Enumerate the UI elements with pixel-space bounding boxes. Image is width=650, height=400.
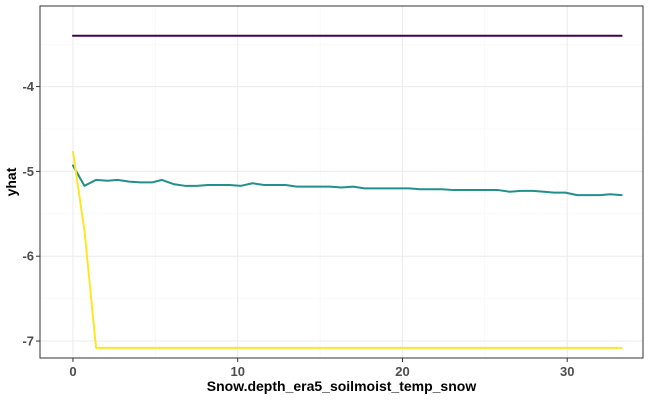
x-axis-title: Snow.depth_era5_soilmoist_temp_snow [207,378,477,394]
series-line-2 [71,164,623,197]
y-axis-title: yhat [3,167,19,196]
y-tick-label: -7 [22,334,34,349]
x-tick-label: 0 [69,364,76,379]
axes: 0 10 20 30 -7 -6 -5 -4 [22,79,574,379]
y-tick-label: -5 [22,164,34,179]
x-tick-label: 10 [230,364,244,379]
series-line-3 [71,150,623,349]
y-tick-label: -6 [22,249,34,264]
series-group [71,34,623,349]
x-tick-label: 20 [395,364,409,379]
plot-panel-border [39,5,644,359]
grid [40,6,643,358]
y-tick-label: -4 [22,79,34,94]
x-tick-label: 30 [560,364,574,379]
